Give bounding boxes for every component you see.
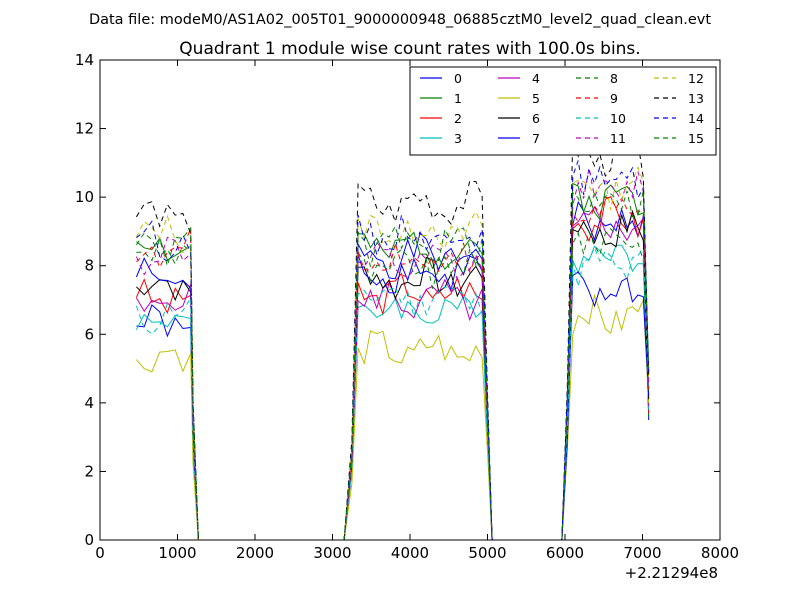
- y-tick-label: 4: [84, 394, 94, 412]
- series-line-5: [136, 293, 650, 541]
- legend-label-3: 3: [454, 131, 462, 146]
- legend-label-13: 13: [688, 91, 704, 106]
- y-tick-label: 14: [75, 51, 94, 69]
- legend-label-8: 8: [610, 71, 618, 86]
- legend-label-7: 7: [532, 131, 540, 146]
- legend-label-14: 14: [688, 111, 704, 126]
- x-offset-label: +2.21294e8: [625, 564, 718, 582]
- series-line-9: [136, 196, 650, 541]
- y-tick-label: 12: [75, 120, 94, 138]
- legend-label-6: 6: [532, 111, 540, 126]
- chart-title: Quadrant 1 module wise count rates with …: [179, 39, 640, 59]
- y-tick-label: 6: [84, 325, 94, 343]
- legend-label-12: 12: [688, 71, 704, 86]
- chart-suptitle: Data file: modeM0/AS1A02_005T01_90000009…: [89, 12, 711, 28]
- legend-box: [409, 66, 717, 156]
- legend-label-15: 15: [688, 131, 704, 146]
- x-tick-label: 7000: [623, 544, 661, 562]
- plot-lines: [135, 134, 650, 541]
- y-tick-label: 8: [84, 257, 94, 275]
- series-line-8: [135, 228, 650, 541]
- y-tick-label: 10: [75, 188, 94, 206]
- legend-label-5: 5: [532, 91, 540, 106]
- legend-label-1: 1: [454, 91, 462, 106]
- axes: 0 1000 2000 3000 4000 5000 6000 7000 80000246810…: [75, 51, 739, 562]
- series-line-12: [135, 165, 650, 541]
- x-tick-label: 3000: [313, 544, 351, 562]
- legend-label-9: 9: [610, 91, 618, 106]
- y-tick-label: 0: [84, 531, 94, 549]
- legend-label-11: 11: [610, 131, 626, 146]
- legend-label-4: 4: [532, 71, 540, 86]
- x-tick-label: 1000: [158, 544, 196, 562]
- x-tick-label: 0: [95, 544, 105, 562]
- legend-label-10: 10: [610, 111, 626, 126]
- legend-label-0: 0: [454, 71, 462, 86]
- x-tick-label: 8000: [701, 544, 739, 562]
- y-tick-label: 2: [84, 462, 94, 480]
- x-tick-label: 5000: [468, 544, 506, 562]
- legend-label-2: 2: [454, 111, 462, 126]
- x-tick-label: 2000: [236, 544, 274, 562]
- x-tick-label: 6000: [546, 544, 584, 562]
- x-tick-label: 4000: [391, 544, 429, 562]
